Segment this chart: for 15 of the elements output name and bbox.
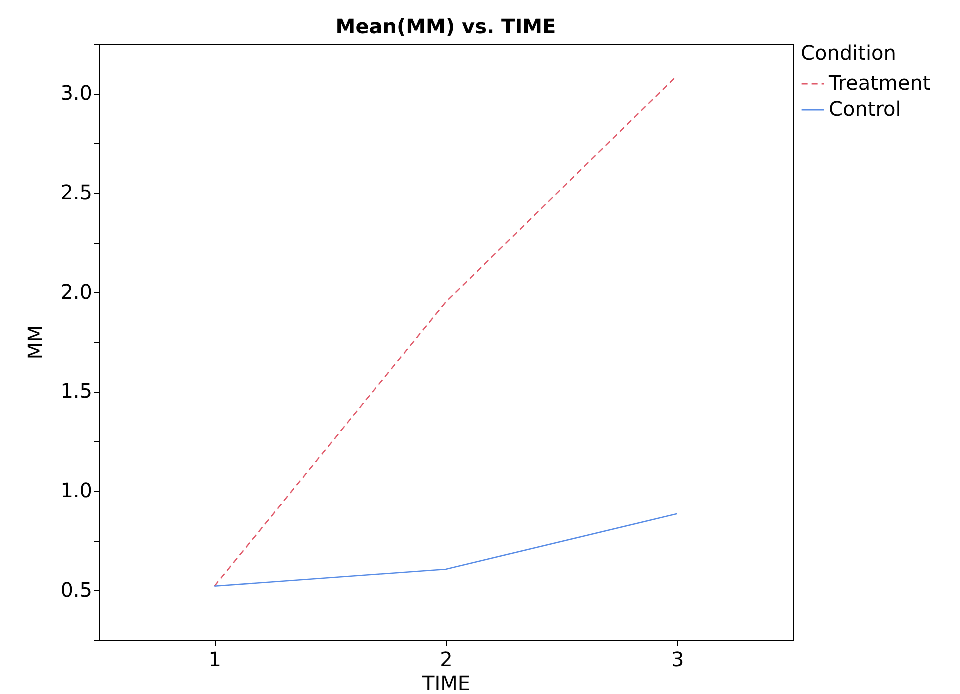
legend-label: Treatment bbox=[828, 71, 931, 95]
y-tick-label: 3.0 bbox=[60, 81, 92, 106]
y-tick-label: 0.5 bbox=[60, 578, 92, 602]
x-tick-label: 1 bbox=[208, 648, 222, 672]
x-tick-label: 2 bbox=[440, 648, 453, 672]
x-axis-title: TIME bbox=[421, 672, 471, 694]
y-tick-label: 2.5 bbox=[60, 180, 92, 204]
legend-label: Control bbox=[829, 97, 902, 121]
x-tick-label: 3 bbox=[671, 648, 684, 672]
legend-title: Condition bbox=[801, 41, 896, 65]
y-tick-label: 2.0 bbox=[60, 280, 92, 304]
y-tick-label: 1.0 bbox=[60, 478, 92, 502]
y-axis-title: MM bbox=[24, 325, 48, 360]
chart-title: Mean(MM) vs. TIME bbox=[336, 14, 556, 38]
y-tick-label: 1.5 bbox=[60, 379, 92, 404]
